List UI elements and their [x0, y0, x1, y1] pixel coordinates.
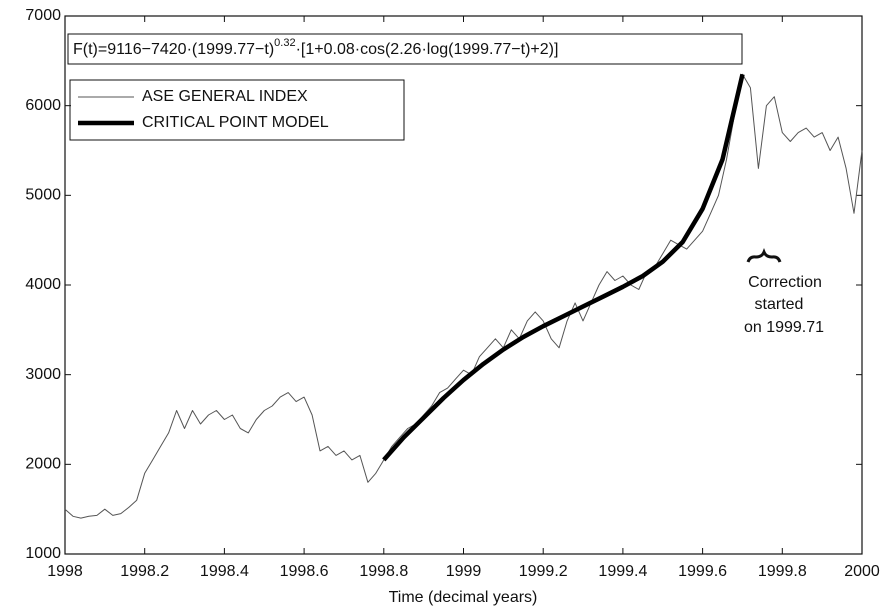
x-tick-label: 2000: [844, 563, 880, 580]
annotation: Correction: [748, 274, 822, 291]
series-line: [64, 73, 863, 519]
x-tick-label: 1999.8: [758, 563, 807, 580]
x-tick-label: 1999.2: [519, 563, 568, 580]
legend-box: [69, 79, 405, 141]
x-tick-label: 1999.4: [598, 563, 647, 580]
x-tick-label: 1998.8: [359, 563, 408, 580]
x-tick-label: 1998: [47, 563, 83, 580]
y-tick-label: 4000: [25, 276, 61, 293]
annotation: started: [755, 296, 804, 313]
x-tick-label: 1998.2: [120, 563, 169, 580]
x-tick-label: 1998.4: [200, 563, 249, 580]
formula: F(t)=9116−7420·(1999.77−t)0.32·[1+0.08·c…: [73, 37, 558, 58]
x-tick-label: 1999.6: [678, 563, 727, 580]
formula-box: [67, 33, 743, 65]
x-tick-label: 1999: [446, 563, 482, 580]
y-tick-label: 2000: [25, 456, 61, 473]
y-tick-label: 7000: [25, 7, 61, 24]
annotation: on 1999.71: [744, 319, 824, 336]
x-axis-label: Time (decimal years): [389, 589, 538, 606]
legend-label: CRITICAL POINT MODEL: [142, 114, 329, 131]
y-tick-label: 5000: [25, 187, 61, 204]
x-tick-label: 1998.6: [280, 563, 329, 580]
y-tick-label: 3000: [25, 366, 61, 383]
series-line: [382, 73, 745, 462]
legend-label: ASE GENERAL INDEX: [142, 88, 308, 105]
y-tick-label: 6000: [25, 97, 61, 114]
brace: [746, 247, 782, 263]
y-tick-label: 1000: [25, 545, 61, 562]
